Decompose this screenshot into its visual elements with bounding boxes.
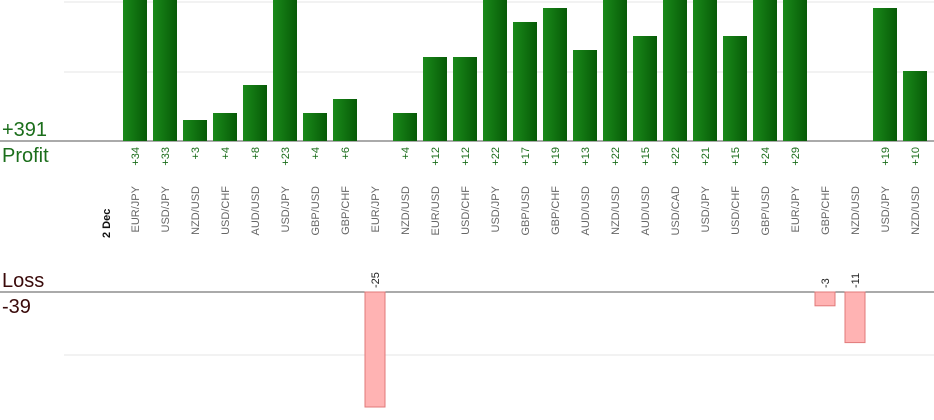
value-label: +21 bbox=[700, 147, 712, 166]
value-label: +22 bbox=[490, 147, 502, 166]
value-label: +23 bbox=[280, 147, 292, 166]
profit-bar bbox=[273, 0, 297, 141]
value-label: +13 bbox=[580, 147, 592, 166]
profit-bar bbox=[453, 57, 477, 141]
value-label: +8 bbox=[250, 147, 262, 160]
profit-bar bbox=[873, 8, 897, 141]
profit-bar bbox=[123, 0, 147, 141]
value-label: -25 bbox=[370, 272, 382, 288]
profit-bar bbox=[303, 113, 327, 141]
pair-label: USD/JPY bbox=[490, 185, 502, 232]
pair-label: USD/CHF bbox=[220, 186, 232, 235]
pair-label: USD/CHF bbox=[460, 186, 472, 235]
pair-label: USD/JPY bbox=[280, 185, 292, 232]
bars bbox=[123, 0, 927, 408]
profit-bar bbox=[603, 0, 627, 141]
value-label: +10 bbox=[910, 147, 922, 166]
value-label: +33 bbox=[160, 147, 172, 166]
value-label: +3 bbox=[190, 147, 202, 160]
value-label: -3 bbox=[820, 278, 832, 288]
pair-label: GBP/CHF bbox=[820, 186, 832, 235]
value-label: +29 bbox=[790, 147, 802, 166]
pair-label: GBP/USD bbox=[310, 186, 322, 236]
profit-bar bbox=[213, 113, 237, 141]
value-label: +15 bbox=[640, 147, 652, 166]
pair-label: USD/CHF bbox=[730, 186, 742, 235]
pair-label: GBP/USD bbox=[520, 186, 532, 236]
pair-label: EUR/JPY bbox=[370, 185, 382, 232]
profit-bar bbox=[393, 113, 417, 141]
profit-bar bbox=[903, 71, 927, 141]
loss-total: -39 bbox=[2, 296, 31, 318]
pair-label: NZD/USD bbox=[610, 186, 622, 235]
value-label: +17 bbox=[520, 147, 532, 166]
pair-label: EUR/JPY bbox=[130, 185, 142, 232]
loss-label: Loss bbox=[2, 270, 45, 292]
pair-label: AUD/USD bbox=[640, 186, 652, 236]
loss-bar bbox=[814, 291, 836, 307]
value-label: +4 bbox=[220, 147, 232, 160]
value-label: +4 bbox=[400, 147, 412, 160]
profit-bar bbox=[543, 8, 567, 141]
pair-label: USD/JPY bbox=[880, 185, 892, 232]
profit-bar bbox=[693, 0, 717, 141]
profit-bar bbox=[153, 0, 177, 141]
profit-bar bbox=[243, 85, 267, 141]
pair-label: EUR/USD bbox=[430, 186, 442, 236]
value-label: +6 bbox=[340, 147, 352, 160]
value-label: +12 bbox=[460, 147, 472, 166]
pair-label: USD/CAD bbox=[670, 186, 682, 236]
profit-bar bbox=[633, 36, 657, 141]
profit-total: +391 bbox=[2, 119, 48, 141]
pair-label: NZD/USD bbox=[910, 186, 922, 235]
pair-label: AUD/USD bbox=[250, 186, 262, 236]
pair-label: NZD/USD bbox=[850, 186, 862, 235]
profit-bar bbox=[483, 0, 507, 141]
profit-bar bbox=[753, 0, 777, 141]
value-label: +19 bbox=[880, 147, 892, 166]
pair-label: USD/JPY bbox=[160, 185, 172, 232]
date-label: 2 Dec bbox=[101, 209, 113, 238]
profit-bar bbox=[513, 22, 537, 141]
value-label: +22 bbox=[670, 147, 682, 166]
profit-label: Profit bbox=[2, 145, 49, 167]
pair-label: EUR/JPY bbox=[790, 185, 802, 232]
pair-label: NZD/USD bbox=[190, 186, 202, 235]
pair-label: USD/JPY bbox=[700, 185, 712, 232]
pair-label: GBP/USD bbox=[760, 186, 772, 236]
profit-bar bbox=[333, 99, 357, 141]
labels: +34 EUR/JPY +33 USD/JPY +3 NZD/USD +4 USD/CHF +8… bbox=[130, 147, 922, 288]
value-label: +15 bbox=[730, 147, 742, 166]
value-label: +24 bbox=[760, 147, 772, 166]
loss-bar bbox=[364, 291, 386, 408]
value-label: +34 bbox=[130, 147, 142, 166]
profit-bar bbox=[573, 50, 597, 141]
profit-bar bbox=[423, 57, 447, 141]
value-label: +19 bbox=[550, 147, 562, 166]
profit-bar bbox=[783, 0, 807, 141]
value-label: +22 bbox=[610, 147, 622, 166]
value-label: -11 bbox=[850, 273, 862, 288]
pair-label: NZD/USD bbox=[400, 186, 412, 235]
profit-bar bbox=[183, 120, 207, 141]
value-label: +12 bbox=[430, 147, 442, 166]
pair-label: GBP/CHF bbox=[340, 186, 352, 235]
pair-label: AUD/USD bbox=[580, 186, 592, 236]
profit-bar bbox=[663, 0, 687, 141]
pair-label: GBP/CHF bbox=[550, 186, 562, 235]
profit-bar bbox=[723, 36, 747, 141]
loss-bar bbox=[844, 291, 866, 344]
value-label: +4 bbox=[310, 147, 322, 160]
